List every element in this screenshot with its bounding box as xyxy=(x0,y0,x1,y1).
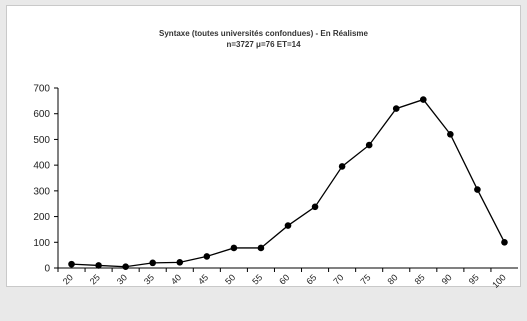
data-point xyxy=(447,130,454,138)
data-point xyxy=(203,253,211,260)
x-tick-label: 45 xyxy=(196,272,210,286)
x-tick-label: 25 xyxy=(88,272,102,286)
x-tick-label: 40 xyxy=(169,272,183,286)
x-tick-label: 70 xyxy=(331,272,345,286)
x-tick-label: 50 xyxy=(223,272,237,286)
data-point xyxy=(338,163,346,170)
y-tick-label: 500 xyxy=(33,135,50,146)
x-tick-label: 80 xyxy=(385,272,399,286)
data-point xyxy=(311,203,319,211)
x-tick-label: 60 xyxy=(277,272,291,286)
data-point xyxy=(230,244,238,252)
x-tick-label: 55 xyxy=(250,272,264,286)
x-tick-label: 75 xyxy=(358,272,372,286)
chart-subtitle: n=3727 μ=76 ET=14 xyxy=(226,40,301,49)
y-tick-label: 300 xyxy=(33,186,50,197)
y-axis-ticks: 0 100 200 300 400 500 600 700 xyxy=(33,84,58,275)
x-tick-label: 85 xyxy=(413,272,427,286)
data-point xyxy=(176,259,184,266)
y-tick-label: 700 xyxy=(33,84,50,95)
data-point xyxy=(257,244,265,252)
data-point xyxy=(95,262,102,269)
y-tick-label: 400 xyxy=(33,161,50,172)
y-tick-label: 600 xyxy=(33,109,50,120)
chart-frame: Syntaxe (toutes universités confondues) … xyxy=(6,5,521,287)
data-points xyxy=(68,96,508,271)
y-tick-label: 0 xyxy=(44,264,50,275)
data-point xyxy=(68,260,75,268)
data-point xyxy=(501,238,508,246)
x-tick-label: 30 xyxy=(115,272,129,286)
data-point xyxy=(474,186,481,193)
data-point xyxy=(149,259,157,267)
chart-axes xyxy=(57,88,518,269)
y-tick-label: 100 xyxy=(33,238,50,249)
x-tick-label: 65 xyxy=(304,272,318,286)
data-point xyxy=(284,222,292,229)
x-tick-label: 35 xyxy=(142,272,156,286)
data-point xyxy=(392,105,400,112)
x-axis-ticks: 20 25 30 35 40 45 50 55 60 65 70 75 80 85 90 95 100 xyxy=(57,268,508,290)
data-point xyxy=(365,141,373,149)
chart-title: Syntaxe (toutes universités confondues) … xyxy=(159,29,368,38)
x-tick-label: 95 xyxy=(467,272,481,286)
x-tick-label: 20 xyxy=(61,272,75,286)
data-point xyxy=(122,263,129,271)
y-tick-label: 200 xyxy=(33,212,50,223)
data-point xyxy=(419,96,427,103)
x-tick-label: 100 xyxy=(490,272,508,290)
x-tick-label: 90 xyxy=(440,272,454,286)
series-line xyxy=(71,98,506,268)
